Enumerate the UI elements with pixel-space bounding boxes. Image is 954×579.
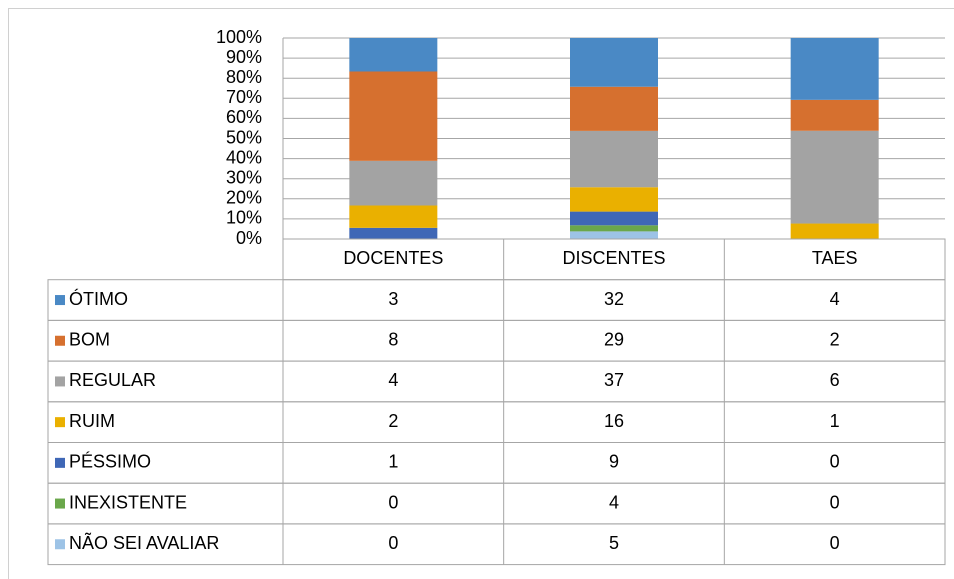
legend-key <box>55 417 65 428</box>
table-row <box>47 319 946 362</box>
y-tick-label: 30% <box>226 167 262 187</box>
y-tick-label: 50% <box>226 127 262 147</box>
table-value: 1 <box>830 411 840 431</box>
y-tick-label: 60% <box>226 107 262 127</box>
table-value: 32 <box>604 289 624 309</box>
bar-segment <box>570 231 658 239</box>
frame <box>8 8 954 579</box>
bar-segment <box>790 130 879 224</box>
y-tick-label: 20% <box>226 188 262 208</box>
table-value: 0 <box>388 533 398 553</box>
table-value: 0 <box>830 533 840 553</box>
bar-segment <box>790 99 879 131</box>
legend-label: RUIM <box>69 411 115 431</box>
bar-segment <box>570 130 658 188</box>
table-row <box>47 279 946 321</box>
bar-segment <box>349 71 438 161</box>
y-tick-label: 40% <box>226 147 262 167</box>
y-tick-label: 90% <box>226 47 262 67</box>
legend-key <box>55 376 65 387</box>
table-value: 9 <box>609 452 619 472</box>
bar-segment <box>570 86 658 131</box>
table-value: 16 <box>604 411 624 431</box>
table-value: 4 <box>830 289 840 309</box>
table-row <box>47 442 946 484</box>
legend-key <box>55 457 65 468</box>
x-tick-label: TAES <box>812 248 858 268</box>
x-tick-label: DISCENTES <box>562 248 665 268</box>
bar-segment <box>349 38 438 72</box>
bar-segment <box>570 187 658 212</box>
table-value: 5 <box>609 533 619 553</box>
table-row <box>47 401 946 443</box>
bar-segment <box>349 227 438 239</box>
table-value: 2 <box>830 330 840 350</box>
bar-segment <box>349 205 438 228</box>
legend-label: REGULAR <box>69 370 156 390</box>
legend-label: NÃO SEI AVALIAR <box>69 532 219 553</box>
legend-label: ÓTIMO <box>69 288 128 309</box>
y-tick-label: 100% <box>216 27 262 47</box>
bar-segment <box>570 38 658 87</box>
legend-key <box>55 498 65 509</box>
legend-key <box>55 295 65 306</box>
bar-segment <box>790 223 879 239</box>
y-tick-label: 10% <box>226 208 262 228</box>
legend-label: PÉSSIMO <box>69 452 151 472</box>
table-row <box>47 360 946 403</box>
table-value: 4 <box>388 370 398 390</box>
table-value: 37 <box>604 370 624 390</box>
legend-key <box>55 539 65 550</box>
bar-segment <box>790 38 879 100</box>
table-value: 0 <box>830 492 840 512</box>
legend-label: BOM <box>69 330 110 350</box>
legend-label: INEXISTENTE <box>69 492 187 512</box>
table-value: 6 <box>830 370 840 390</box>
table-value: 8 <box>388 330 398 350</box>
table-value: 4 <box>609 492 619 512</box>
bar-segment <box>570 225 658 232</box>
table-value: 0 <box>388 492 398 512</box>
x-tick-label: DOCENTES <box>343 248 443 268</box>
bar-segment <box>349 160 438 206</box>
legend-key <box>55 335 65 346</box>
bar-segment <box>570 211 658 226</box>
y-tick-label: 70% <box>226 87 262 107</box>
table-value: 2 <box>388 411 398 431</box>
table-value: 29 <box>604 330 624 350</box>
table-value: 3 <box>388 289 398 309</box>
table-value: 1 <box>388 452 398 472</box>
y-tick-label: 80% <box>226 67 262 87</box>
table-value: 0 <box>830 452 840 472</box>
y-tick-label: 0% <box>236 228 262 248</box>
